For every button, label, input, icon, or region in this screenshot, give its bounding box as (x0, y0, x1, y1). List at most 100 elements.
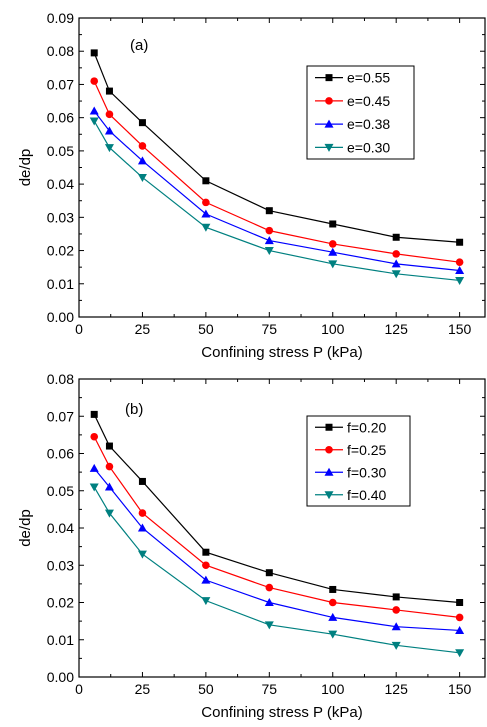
y-tick-label: 0.03 (47, 209, 74, 225)
y-tick-label: 0.07 (47, 76, 74, 92)
data-point (455, 613, 464, 622)
data-point (202, 177, 210, 185)
x-tick-label: 125 (385, 321, 409, 337)
data-point (89, 106, 99, 115)
chart-panel-2: 0.00 0.01 0.02 0.03 0.04 0.05 0.06 0.07 0.08 0 25 5… (17, 371, 486, 721)
data-point (90, 77, 99, 85)
y-tick-label: 0.06 (47, 446, 74, 462)
data-point (391, 270, 401, 279)
y-tick-label: 0.00 (47, 309, 74, 325)
panel-label: (a) (130, 37, 148, 54)
series-e=0.38 (89, 106, 465, 274)
data-point (104, 126, 114, 135)
data-point (455, 276, 465, 285)
y-tick-label: 0.07 (47, 408, 74, 424)
series-f=0.40 (89, 483, 465, 658)
series-line (93, 468, 460, 632)
legend-marker (325, 445, 333, 454)
data-point (456, 238, 464, 246)
data-point (105, 462, 114, 471)
y-tick-label: 0.03 (47, 557, 74, 573)
data-point (391, 622, 401, 631)
x-tick-label: 50 (198, 681, 214, 697)
legend-label: f=0.25 (347, 442, 387, 458)
x-tick-label: 100 (321, 321, 345, 337)
data-point (455, 649, 465, 658)
data-point (104, 482, 114, 491)
series-line (93, 486, 460, 654)
data-point (202, 561, 210, 570)
legend: f=0.20 f=0.25 f=0.30 f=0.40 (306, 415, 411, 507)
data-point (391, 259, 401, 268)
legend-label: f=0.30 (347, 464, 387, 480)
legend-label: e=0.55 (347, 70, 390, 86)
plot-frame (78, 17, 486, 318)
data-point (90, 410, 98, 418)
data-point (104, 509, 114, 518)
y-tick-label: 0.05 (47, 483, 74, 499)
data-point (328, 630, 338, 639)
x-tick-label: 150 (448, 321, 472, 337)
data-point (265, 583, 274, 592)
data-point (264, 598, 274, 606)
legend-label: f=0.40 (347, 487, 387, 503)
x-tick-label: 75 (262, 321, 278, 337)
data-point (138, 477, 146, 485)
data-point (456, 599, 464, 606)
data-point (90, 49, 98, 57)
legend-marker (324, 119, 334, 128)
plot-frame (78, 378, 486, 678)
data-point (89, 463, 99, 472)
data-point (265, 569, 273, 577)
y-tick-label: 0.09 (47, 10, 74, 26)
y-tick-label: 0.08 (47, 43, 74, 59)
y-tick-label: 0.00 (47, 669, 74, 685)
data-point (137, 523, 147, 532)
data-point (138, 509, 147, 517)
data-point (392, 233, 400, 241)
x-tick-label: 0 (75, 321, 83, 337)
x-tick-label: 100 (321, 681, 345, 697)
y-tick-label: 0.06 (47, 110, 74, 126)
y-tick-label: 0.04 (47, 520, 74, 536)
data-point (329, 585, 337, 593)
data-point (201, 209, 211, 218)
data-point (328, 612, 338, 621)
data-point (137, 173, 147, 182)
legend-marker (325, 423, 333, 431)
series-e=0.45 (90, 77, 464, 266)
legend-marker (324, 143, 334, 152)
data-point (455, 258, 464, 266)
data-point (328, 247, 338, 256)
data-point (328, 598, 337, 607)
legend-label: e=0.30 (347, 139, 390, 155)
legend-box (306, 415, 411, 507)
data-point (89, 483, 99, 492)
series-e=0.30 (89, 117, 465, 285)
x-tick-label: 75 (262, 681, 278, 697)
data-point (455, 625, 465, 634)
series-line (93, 414, 460, 604)
data-point (90, 432, 99, 441)
x-tick-label: 0 (75, 681, 83, 697)
legend-marker (324, 467, 334, 476)
data-point (105, 87, 113, 95)
data-point (264, 247, 274, 256)
data-point (265, 226, 274, 235)
legend-marker (325, 74, 333, 82)
series-line (93, 80, 460, 263)
data-point (201, 575, 211, 584)
x-tick-label: 25 (135, 681, 151, 697)
data-point (201, 597, 211, 606)
y-axis-label: de/dp (17, 509, 34, 547)
series-line (93, 52, 460, 243)
y-tick-label: 0.01 (47, 276, 74, 292)
data-point (201, 223, 211, 232)
y-tick-label: 0.04 (47, 176, 74, 192)
data-point (105, 442, 113, 450)
data-point (329, 220, 337, 228)
panel-label: (b) (125, 401, 143, 418)
series-f=0.30 (89, 463, 465, 634)
y-tick-label: 0.08 (47, 371, 74, 387)
series-f=0.25 (90, 432, 464, 622)
